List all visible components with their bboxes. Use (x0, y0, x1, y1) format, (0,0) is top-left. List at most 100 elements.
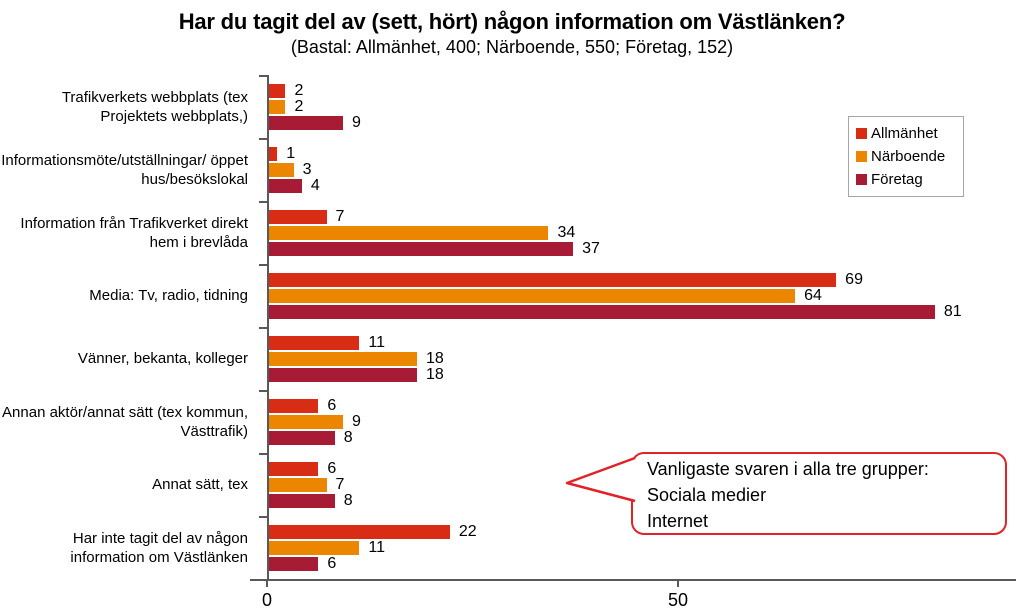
bar-group-row: 2 (269, 82, 1009, 99)
bar-group-row: 8 (269, 492, 1009, 509)
bar-group-row: 11 (269, 539, 1009, 556)
bar-value-label: 9 (351, 114, 361, 131)
bar (269, 242, 574, 256)
bar (269, 305, 935, 319)
bar-group-row: 18 (269, 366, 1009, 383)
category-label: Trafikverkets webbplats (tex Projektets … (61, 88, 248, 125)
callout-line: Sociala medier (647, 485, 767, 505)
bar-group-row: 9 (269, 114, 1009, 131)
bar-value-label: 4 (310, 177, 320, 194)
bar-value-label: 81 (943, 303, 962, 320)
bar (269, 431, 335, 445)
bar-value-label: 6 (327, 460, 337, 477)
bar-value-label: 18 (425, 366, 444, 383)
legend-label: Företag (871, 171, 923, 188)
bar (269, 163, 294, 177)
y-axis-tick (259, 264, 267, 266)
bar-group-row: 1 (269, 145, 1009, 162)
bar-group-row: 4 (269, 177, 1009, 194)
bar-group-row: 11 (269, 334, 1009, 351)
category-label: Vänner, bekanta, kolleger (77, 350, 248, 367)
bar-group-row: 18 (269, 350, 1009, 367)
legend-swatch-allmanhet (856, 128, 867, 139)
legend-swatch-narboende (856, 151, 867, 162)
bar (269, 100, 286, 114)
y-axis-tick (259, 579, 267, 581)
bar-value-label: 7 (335, 476, 345, 493)
bar-value-label: 6 (327, 555, 337, 572)
x-axis (250, 579, 1016, 581)
bar (269, 368, 417, 382)
bar-group-row: 2 (269, 98, 1009, 115)
bar (269, 525, 450, 539)
y-axis-tick (259, 453, 267, 455)
y-axis-tick (259, 201, 267, 203)
bar (269, 557, 319, 571)
bar (269, 273, 837, 287)
category-label: Media: Tv, radio, tidning (89, 287, 248, 304)
x-axis-tick (677, 581, 679, 587)
callout-line: Vanligaste svaren i alla tre grupper: (647, 459, 929, 479)
bar (269, 399, 319, 413)
x-tick-label: 0 (261, 590, 272, 610)
y-axis-tick (259, 390, 267, 392)
legend: Allmänhet Närboende Företag (848, 116, 964, 197)
plot-area: 2 2 9 1 3 4 7 34 37 69 64 81 11 18 18 6 9 8 6 7 8 22 11 6 0 50 (250, 75, 1016, 610)
bar-value-label: 64 (804, 287, 822, 304)
bar (269, 478, 327, 492)
bar-group-row: 6 (269, 397, 1009, 414)
category-label: Informationsmöte/utställningar/ öppet hu… (1, 151, 248, 188)
bar-group-row: 22 (269, 523, 1009, 540)
bar (269, 179, 302, 193)
category-label: Har inte tagit del av någon information … (70, 529, 248, 566)
bar-group-row: 7 (269, 208, 1009, 225)
bar-group-row: 81 (269, 303, 1009, 320)
y-axis-tick (259, 75, 267, 77)
bar (269, 289, 796, 303)
bar-value-label: 18 (425, 350, 444, 367)
bar-group-row: 7 (269, 476, 1009, 493)
legend-item: Företag (856, 171, 956, 188)
callout: Vanligaste svaren i alla tre grupper: So… (631, 452, 1007, 535)
bar-value-label: 9 (351, 413, 361, 430)
bar (269, 210, 327, 224)
bar-group-row: 37 (269, 240, 1009, 257)
bar-group-row: 34 (269, 224, 1009, 241)
category-label: Annan aktör/annat sätt (tex kommun, Väst… (2, 403, 248, 440)
bar (269, 116, 343, 130)
bar (269, 494, 335, 508)
bar-value-label: 8 (343, 492, 353, 509)
bar-group-row: 3 (269, 161, 1009, 178)
bar (269, 147, 278, 161)
chart-subtitle: (Bastal: Allmänhet, 400; Närboende, 550;… (290, 37, 734, 57)
legend-label: Allmänhet (871, 125, 938, 142)
bar-value-label: 7 (335, 208, 345, 225)
chart-title: Har du tagit del av (sett, hört) någon i… (178, 9, 846, 34)
x-axis-tick (266, 581, 268, 587)
bar-value-label: 37 (582, 240, 600, 257)
bar-group-row: 9 (269, 413, 1009, 430)
bar-group-row: 64 (269, 287, 1009, 304)
legend-item: Närboende (856, 148, 956, 165)
bar-value-label: 2 (294, 82, 304, 99)
y-axis-tick (259, 516, 267, 518)
legend-item: Allmänhet (856, 125, 956, 142)
bar (269, 541, 360, 555)
bar-group-row: 6 (269, 555, 1009, 572)
bar-value-label: 11 (368, 539, 386, 556)
callout-tail-path (565, 456, 636, 503)
bar-value-label: 6 (327, 397, 337, 414)
bar-value-label: 34 (557, 224, 576, 241)
bar-value-label: 3 (302, 161, 312, 178)
bar (269, 352, 417, 366)
bar (269, 415, 343, 429)
bar-value-label: 69 (845, 271, 863, 288)
bar (269, 462, 319, 476)
y-axis-tick (259, 327, 267, 329)
y-axis-tick (259, 138, 267, 140)
category-label: Information från Trafikverket direkt hem… (20, 214, 248, 251)
bar-value-label: 2 (294, 98, 304, 115)
bar (269, 336, 360, 350)
legend-label: Närboende (871, 148, 946, 165)
bar-value-label: 1 (286, 145, 296, 162)
